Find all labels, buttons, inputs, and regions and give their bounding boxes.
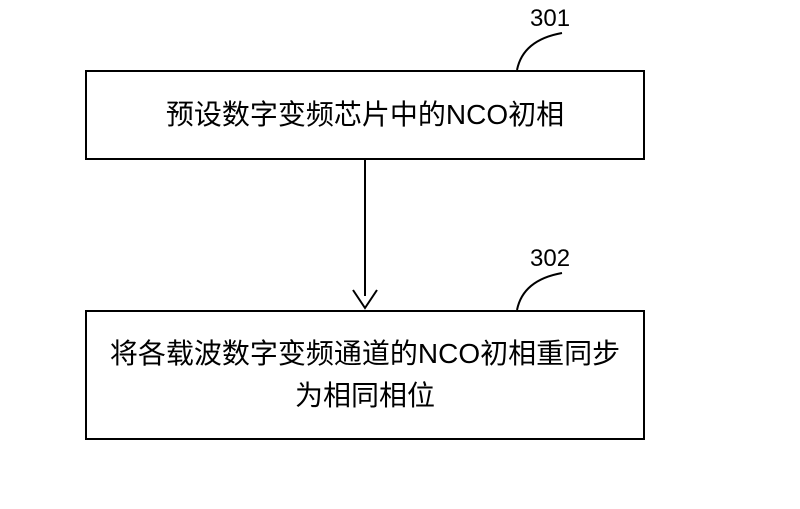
flowchart-diagram: 301 预设数字变频芯片中的NCO初相 302 将各载波数字变频通道的NCO初相… [0,0,800,509]
step-box-302: 将各载波数字变频通道的NCO初相重同步为相同相位 [85,310,645,440]
callout-label-301: 301 [530,5,570,33]
step-text-301: 预设数字变频芯片中的NCO初相 [166,94,564,136]
step-text-302: 将各载波数字变频通道的NCO初相重同步为相同相位 [107,333,623,417]
callout-label-302: 302 [530,245,570,273]
flow-arrow [345,160,385,315]
step-box-301: 预设数字变频芯片中的NCO初相 [85,70,645,160]
